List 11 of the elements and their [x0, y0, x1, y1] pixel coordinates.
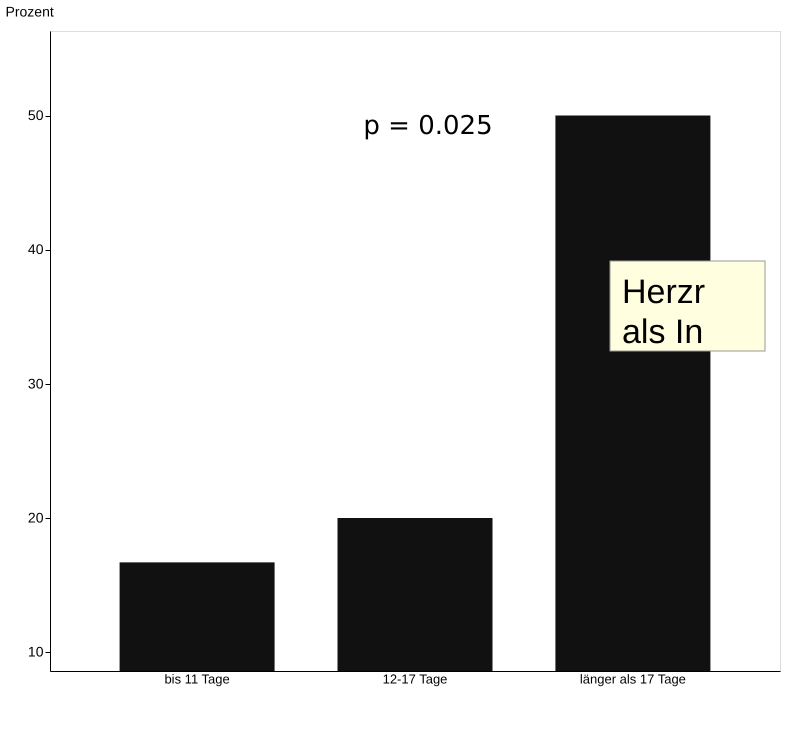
x-tick-label: bis 11 Tage	[164, 672, 230, 686]
x-tick-label: 12-17 Tage	[382, 672, 448, 686]
y-tick-label: 40	[28, 241, 44, 258]
y-tick-label: 30	[28, 375, 44, 392]
y-tick-label: 20	[28, 510, 44, 526]
x-tick-label: länger als 17 Tage	[580, 672, 686, 686]
y-axis-title: Prozent	[6, 4, 54, 20]
y-tick-label: 10	[28, 644, 44, 660]
annotation: p = 0.025	[363, 111, 493, 141]
annotation: Herzr als In	[622, 273, 706, 351]
y-tick-label: 50	[28, 107, 44, 124]
